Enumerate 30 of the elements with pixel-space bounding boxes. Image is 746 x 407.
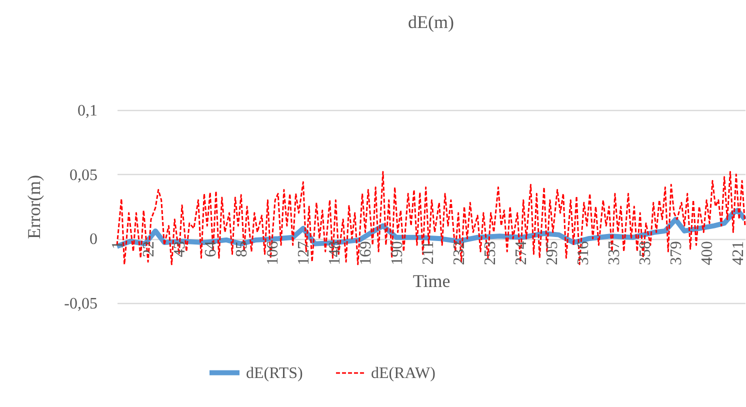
x-tick-label: 316 <box>574 241 592 266</box>
chart-title: dE(m) <box>408 12 454 32</box>
x-tick-label: 1 <box>110 241 126 250</box>
x-tick-label: 64 <box>202 241 220 258</box>
y-tick-label: 0,05 <box>70 166 98 184</box>
y-tick-label: -0,05 <box>64 296 98 312</box>
x-tick-label: 379 <box>668 241 686 266</box>
x-tick-label: 127 <box>296 241 313 266</box>
x-tick-label: 337 <box>606 241 623 266</box>
x-tick-label: 358 <box>637 241 654 266</box>
x-tick-label: 148 <box>326 241 344 266</box>
x-tick-label: 22 <box>140 241 158 258</box>
x-tick-label: 169 <box>358 241 375 266</box>
y-tick-label: 0 <box>90 231 98 248</box>
x-tick-label: 400 <box>699 241 716 266</box>
x-tick-label: 190 <box>388 241 406 266</box>
x-tick-label: 211 <box>420 241 437 265</box>
y-axis-title: Error(m) <box>24 175 44 239</box>
y-tick-label: 0,1 <box>78 102 98 120</box>
x-tick-label: 43 <box>172 241 189 258</box>
legend-label: dE(RAW) <box>371 365 436 382</box>
x-tick-label: 295 <box>544 241 561 266</box>
x-axis-title: Time <box>412 271 450 292</box>
x-tick-label: 106 <box>264 241 282 266</box>
x-tick-label: 421 <box>730 241 746 266</box>
x-tick-label: 274 <box>512 241 530 266</box>
x-tick-label: 85 <box>234 241 251 258</box>
x-tick-label: 232 <box>450 241 468 266</box>
legend-label: dE(RTS) <box>246 364 303 382</box>
x-tick-label: 253 <box>482 241 499 266</box>
